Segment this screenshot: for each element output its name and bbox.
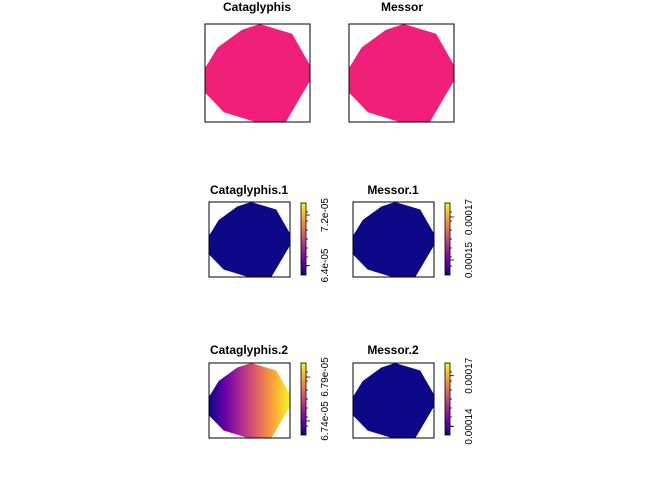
panel-title: Messor.1	[367, 183, 419, 197]
raster-layer	[209, 363, 290, 438]
plot-frame	[204, 23, 311, 123]
raster-layer	[209, 202, 290, 277]
legend-tick-label: 6.4e-05	[320, 248, 331, 282]
legend-tick-label: 0.00014	[464, 408, 475, 445]
legend-tick-label: 7.2e-05	[320, 198, 331, 232]
raster-layer	[353, 363, 434, 438]
panel-title: Messor	[381, 0, 423, 14]
panel-title: Cataglyphis.2	[210, 343, 288, 357]
plot-frame	[352, 201, 435, 278]
legend-colorbar	[444, 202, 451, 276]
panel-5: Cataglyphis.2 6.74e-05 6.79e-05	[208, 343, 331, 441]
panel-1: Cataglyphis	[204, 0, 311, 123]
panel-4: Messor.1 0.00015 0.00017	[352, 183, 475, 278]
legend-tick-label: 0.00017	[464, 357, 475, 394]
raster-layer	[205, 24, 310, 122]
raster-layer	[353, 202, 434, 277]
panel-3: Cataglyphis.1 6.4e-05 7.2e-05	[208, 183, 331, 282]
panel-title: Cataglyphis	[223, 0, 291, 14]
legend-colorbar	[300, 202, 307, 276]
panel-6: Messor.2 0.00014 0.00017	[352, 343, 475, 445]
legend-tick-label: 0.00017	[464, 198, 475, 235]
plot-frame	[352, 362, 435, 439]
legend-tick-label: 6.74e-05	[320, 401, 331, 441]
plot-frame	[208, 362, 291, 439]
panel-2: Messor	[348, 0, 455, 123]
plot-frame	[348, 23, 455, 123]
panel-title: Messor.2	[367, 343, 419, 357]
plot-frame	[208, 201, 291, 278]
raster-layer	[349, 24, 454, 122]
legend-colorbar	[300, 362, 307, 436]
legend-tick-label: 0.00015	[464, 241, 475, 278]
panel-title: Cataglyphis.1	[210, 183, 288, 197]
legend-tick-label: 6.79e-05	[320, 357, 331, 397]
legend-colorbar	[444, 362, 451, 436]
